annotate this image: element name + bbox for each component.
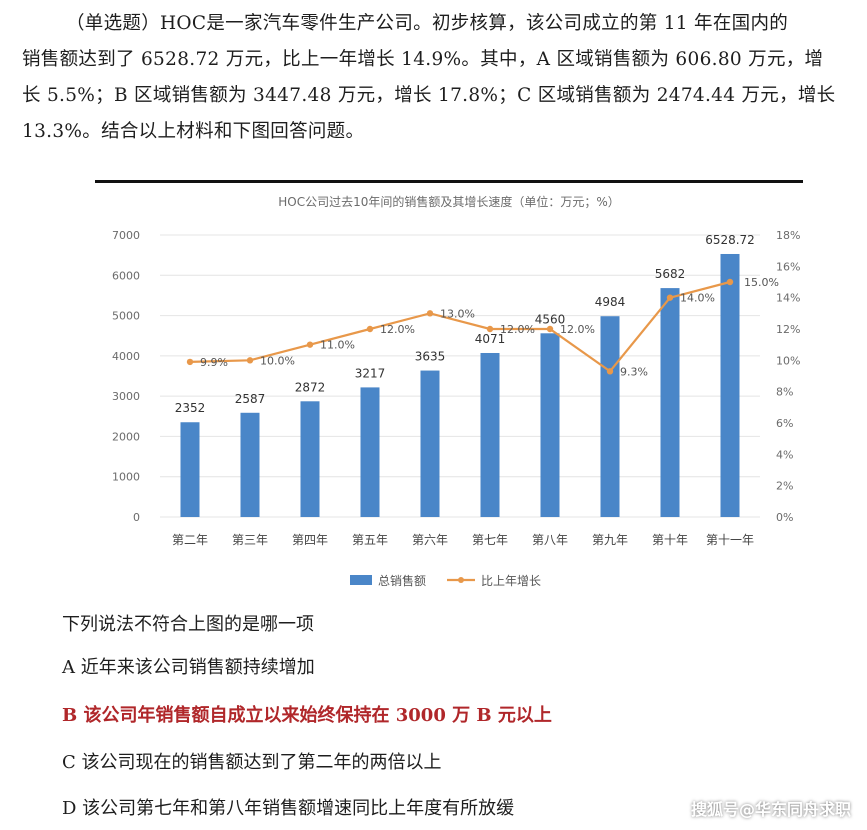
legend: 总销售额 比上年增长 xyxy=(350,573,541,588)
left-tick-label: 6000 xyxy=(112,269,140,282)
bar-value-label: 2352 xyxy=(175,401,206,415)
category-label: 第三年 xyxy=(232,533,268,547)
growth-value-label: 9.3% xyxy=(620,365,648,378)
line-point xyxy=(426,310,434,317)
growth-value-label: 12.0% xyxy=(500,323,535,336)
question-line-3: 长 5.5%；B 区域销售额为 3447.48 万元，增长 17.8%；C 区域… xyxy=(22,85,836,106)
legend-line-marker xyxy=(458,577,464,583)
legend-bar-swatch xyxy=(350,575,372,585)
line-point xyxy=(666,294,674,301)
right-tick-label: 18% xyxy=(776,229,800,242)
option-d[interactable]: D 该公司第七年和第八年销售额增速同比上年度有所放缓 xyxy=(62,798,515,819)
line-point xyxy=(606,368,614,375)
right-tick-label: 6% xyxy=(776,417,793,430)
line-point xyxy=(186,358,194,366)
bar-value-label: 3217 xyxy=(355,366,386,380)
left-axis: 0 1000 2000 3000 4000 5000 6000 7000 xyxy=(112,229,140,524)
category-label: 第五年 xyxy=(352,533,388,547)
question-line-2: 销售额达到了 6528.72 万元，比上一年增长 14.9%。其中，A 区域销售… xyxy=(22,49,824,70)
line-series xyxy=(186,278,734,375)
left-tick-label: 4000 xyxy=(112,350,140,363)
category-label: 第十一年 xyxy=(706,533,754,547)
left-tick-label: 1000 xyxy=(112,471,140,484)
bar xyxy=(240,412,260,517)
right-tick-label: 8% xyxy=(776,386,793,399)
question-line-1: （单选题）HOC是一家汽车零件生产公司。初步核算，该公司成立的第 11 年在国内… xyxy=(66,13,789,34)
bar xyxy=(420,370,440,517)
sales-growth-chart: HOC公司过去10年间的销售额及其增长速度（单位：万元；%） 0 1000 2000… xyxy=(112,194,800,588)
right-tick-label: 16% xyxy=(776,260,800,273)
left-tick-label: 7000 xyxy=(112,229,140,242)
growth-value-label: 11.0% xyxy=(320,339,355,352)
bar-value-label: 4560 xyxy=(535,312,566,326)
category-label: 第四年 xyxy=(292,533,328,547)
bar-value-label: 3635 xyxy=(415,350,446,364)
bar xyxy=(540,333,560,517)
chart-frame: HOC公司过去10年间的销售额及其增长速度（单位：万元；%） 0 1000 2000… xyxy=(95,180,803,600)
left-tick-label: 0 xyxy=(133,511,140,524)
growth-value-label: 15.0% xyxy=(744,276,779,289)
right-tick-label: 4% xyxy=(776,448,793,461)
option-b[interactable]: B 该公司年销售额自成立以来始终保持在 3000 万 B 元以上 xyxy=(62,705,552,726)
growth-line xyxy=(189,280,731,373)
legend-bar-label: 总销售额 xyxy=(378,573,426,588)
bar xyxy=(600,316,620,517)
right-tick-label: 14% xyxy=(776,292,800,305)
growth-value-label: 12.0% xyxy=(560,323,595,336)
category-label: 第九年 xyxy=(592,533,628,547)
question-text: （单选题）HOC是一家汽车零件生产公司。初步核算，该公司成立的第 11 年在国内… xyxy=(22,6,842,150)
bar xyxy=(180,422,200,517)
bar-value-label: 5682 xyxy=(655,267,686,281)
data-labels: 2352 2587 2872 3217 3635 4071 4560 4984 5682 6528… xyxy=(175,233,779,415)
category-label: 第七年 xyxy=(472,533,508,547)
right-tick-label: 10% xyxy=(776,354,800,367)
line-point xyxy=(306,341,314,348)
growth-value-label: 10.0% xyxy=(260,354,295,367)
right-tick-label: 12% xyxy=(776,323,800,336)
bar xyxy=(300,401,320,517)
growth-value-label: 9.9% xyxy=(200,356,228,369)
bar-value-label: 6528.72 xyxy=(705,233,755,247)
option-c[interactable]: C 该公司现在的销售额达到了第二年的两倍以上 xyxy=(62,752,442,773)
right-tick-label: 2% xyxy=(776,480,793,493)
grid-lines xyxy=(160,234,760,518)
bar xyxy=(720,253,740,518)
line-point xyxy=(246,357,254,364)
bar xyxy=(660,288,680,517)
bar-value-label: 4071 xyxy=(475,332,506,346)
category-axis: 第二年 第三年 第四年 第五年 第六年 第七年 第八年 第九年 第十年 第十一年 xyxy=(172,533,754,547)
right-axis: 0% 2% 4% 6% 8% 10% 12% 14% 16% 18% xyxy=(776,229,800,524)
bar-value-label: 2587 xyxy=(235,392,266,406)
line-point xyxy=(366,325,374,333)
growth-value-label: 13.0% xyxy=(440,307,475,320)
option-a[interactable]: A 近年来该公司销售额持续增加 xyxy=(62,657,315,678)
category-label: 第六年 xyxy=(412,533,448,547)
bar-value-label: 2872 xyxy=(295,380,326,394)
left-tick-label: 2000 xyxy=(112,430,140,443)
line-point xyxy=(726,278,734,286)
bar xyxy=(360,387,380,517)
bar-value-label: 4984 xyxy=(595,295,626,309)
chart-title: HOC公司过去10年间的销售额及其增长速度（单位：万元；%） xyxy=(278,194,620,209)
bar xyxy=(480,352,500,517)
line-point xyxy=(546,325,554,333)
category-label: 第十年 xyxy=(652,533,688,547)
right-tick-label: 0% xyxy=(776,511,793,524)
watermark: 搜狐号@华东同舟求职 xyxy=(690,800,851,819)
chart-top-rule xyxy=(95,180,803,183)
question-prompt: 下列说法不符合上图的是哪一项 xyxy=(62,614,314,635)
category-label: 第二年 xyxy=(172,533,208,547)
left-tick-label: 5000 xyxy=(112,310,140,323)
growth-value-label: 12.0% xyxy=(380,323,415,336)
question-line-4: 13.3%。结合以上材料和下图回答问题。 xyxy=(22,121,365,142)
line-point xyxy=(486,325,494,333)
left-tick-label: 3000 xyxy=(112,390,140,403)
bar-series xyxy=(180,253,740,518)
legend-line-label: 比上年增长 xyxy=(481,574,541,588)
category-label: 第八年 xyxy=(532,533,568,547)
growth-value-label: 14.0% xyxy=(680,292,715,305)
